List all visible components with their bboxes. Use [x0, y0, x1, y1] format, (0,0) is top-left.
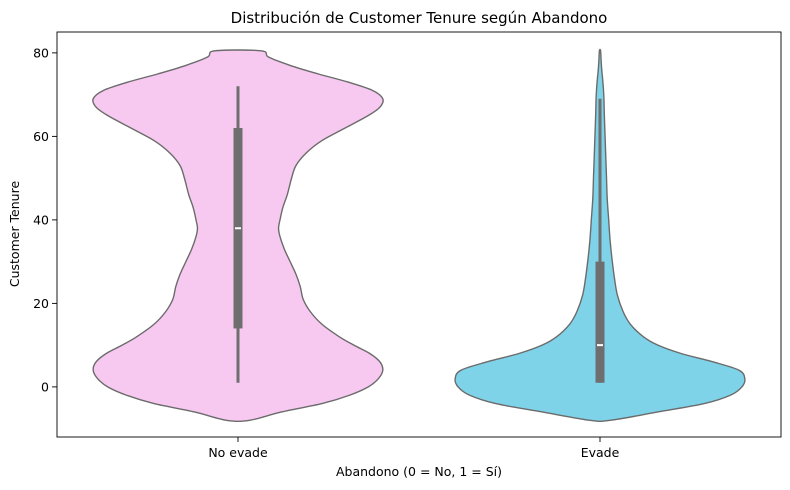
iqr-box [595, 261, 605, 383]
y-tick-label: 20 [33, 296, 49, 311]
y-tick-label: 0 [41, 379, 49, 394]
y-axis-label: Customer Tenure [7, 181, 22, 288]
x-tick-label: Evade [581, 445, 620, 460]
boxes-layer [233, 86, 605, 383]
y-tick-label: 40 [33, 212, 49, 227]
x-axis-ticks: No evade Evade [208, 437, 620, 460]
x-tick-label: No evade [208, 445, 268, 460]
y-tick-label: 80 [33, 45, 49, 60]
y-tick-label: 60 [33, 129, 49, 144]
y-axis-ticks: 0 20 40 60 80 [33, 45, 57, 394]
plot-frame [56, 31, 782, 438]
x-axis-label: Abandono (0 = No, 1 = Sí) [336, 464, 502, 479]
chart-title: Distribución de Customer Tenure según Ab… [231, 9, 608, 27]
